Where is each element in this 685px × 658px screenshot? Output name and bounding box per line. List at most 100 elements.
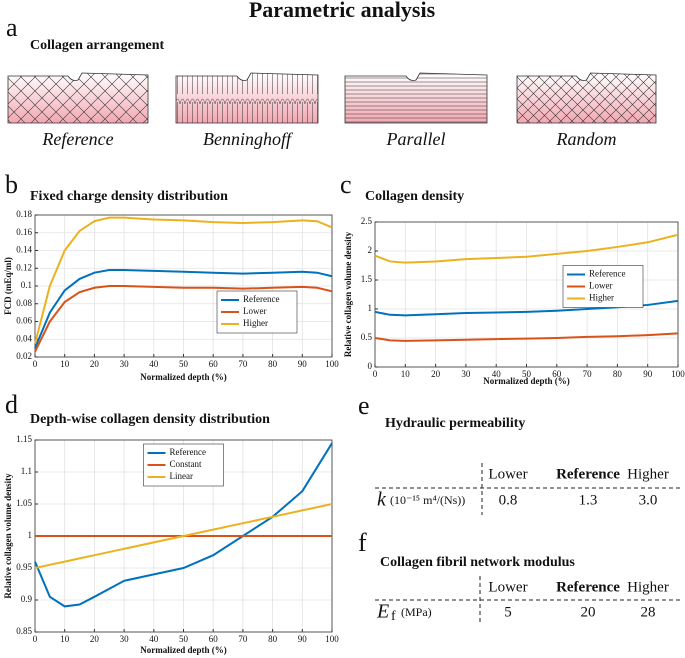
panel-letter: f xyxy=(358,528,367,557)
figure-title: Parametric analysis xyxy=(249,0,436,22)
panel-letter: d xyxy=(5,390,18,419)
legend-label: Higher xyxy=(589,293,614,303)
table-cell: 3.0 xyxy=(639,492,658,508)
x-tick-label: 50 xyxy=(522,369,532,379)
y-tick-label: 1 xyxy=(368,303,373,313)
x-tick-label: 100 xyxy=(325,359,339,369)
x-tick-label: 90 xyxy=(298,359,308,369)
x-tick-label: 100 xyxy=(325,634,339,644)
x-tick-label: 80 xyxy=(268,359,278,369)
diagram-pattern xyxy=(344,72,488,124)
x-tick-label: 40 xyxy=(149,359,159,369)
line-series xyxy=(34,269,333,349)
y-axis-label: FCD (mEq/ml) xyxy=(3,257,13,315)
x-tick-label: 100 xyxy=(671,369,685,379)
x-tick-label: 20 xyxy=(90,634,100,644)
y-tick-label: 0.08 xyxy=(16,298,32,308)
x-tick-label: 50 xyxy=(179,634,189,644)
chart-title: Fixed charge density distribution xyxy=(30,189,228,204)
legend-label: Linear xyxy=(170,471,193,481)
x-tick-label: 30 xyxy=(120,359,130,369)
x-tick-label: 70 xyxy=(238,359,248,369)
x-tick-label: 90 xyxy=(643,369,653,379)
panel-letter: e xyxy=(358,391,370,420)
x-tick-label: 30 xyxy=(120,634,130,644)
diagram-label: Reference xyxy=(41,129,113,149)
legend-label: Constant xyxy=(170,459,203,469)
x-tick-label: 80 xyxy=(613,369,623,379)
row-subscript: f xyxy=(391,609,396,624)
table-header: Higher xyxy=(627,579,669,595)
x-tick-label: 70 xyxy=(238,634,248,644)
diagram-label: Parallel xyxy=(386,129,446,149)
y-tick-label: 0.9 xyxy=(21,594,33,604)
y-tick-label: 0.95 xyxy=(16,562,32,572)
x-tick-label: 40 xyxy=(149,634,159,644)
chart-title: Collagen density xyxy=(365,189,464,204)
line-series xyxy=(34,285,333,353)
y-tick-label: 1.1 xyxy=(21,466,32,476)
x-tick-label: 70 xyxy=(583,369,593,379)
y-tick-label: 0.16 xyxy=(16,227,32,237)
x-axis-label: Normalized depth (%) xyxy=(483,376,570,386)
y-tick-label: 1.15 xyxy=(16,434,32,444)
y-tick-label: 0.14 xyxy=(16,245,32,255)
y-tick-label: 0 xyxy=(368,361,373,371)
panel-letter: c xyxy=(340,170,352,199)
y-tick-label: 1.05 xyxy=(16,498,32,508)
row-symbol: E xyxy=(376,601,389,623)
y-tick-label: 1.5 xyxy=(361,274,373,284)
table-header: Reference xyxy=(556,466,620,482)
y-tick-label: 0.02 xyxy=(16,351,32,361)
chart-title: Depth-wise collagen density distribution xyxy=(30,412,270,427)
legend-label: Higher xyxy=(243,318,268,328)
y-axis-label: Relative collagen volume density xyxy=(3,473,13,599)
y-tick-label: 0.18 xyxy=(16,209,32,219)
diagram-label: Random xyxy=(556,129,617,149)
y-axis-label: Relative collagen volume density xyxy=(343,231,353,357)
panel-letter: b xyxy=(5,170,18,199)
panel-title: Collagen arrangement xyxy=(30,38,164,53)
table-cell: 20 xyxy=(581,604,596,620)
x-tick-label: 30 xyxy=(461,369,471,379)
y-tick-label: 2.5 xyxy=(361,216,373,226)
diagram-pattern xyxy=(175,72,319,124)
diagrams: Reference Benninghoff Parallel Random xyxy=(7,72,657,149)
line-series xyxy=(34,216,333,344)
table-cell: 0.8 xyxy=(499,492,518,508)
table-cell: 28 xyxy=(641,604,656,620)
table-cell: 1.3 xyxy=(579,492,598,508)
x-tick-label: 10 xyxy=(401,369,411,379)
y-tick-label: 0.85 xyxy=(16,626,32,636)
row-unit: (MPa) xyxy=(401,605,432,619)
x-tick-label: 40 xyxy=(492,369,502,379)
line-series xyxy=(34,503,333,569)
plot-frame xyxy=(34,214,333,358)
table-title: Hydraulic permeability xyxy=(385,416,525,431)
row-symbol: k xyxy=(377,489,387,511)
table-title: Collagen fibril network modulus xyxy=(380,555,575,570)
table-cell: 5 xyxy=(504,604,512,620)
row-unit: (10⁻¹⁵ m⁴/(Ns)) xyxy=(390,493,465,507)
legend-label: Lower xyxy=(589,281,613,291)
x-tick-label: 0 xyxy=(33,359,38,369)
x-axis-label: Normalized depth (%) xyxy=(140,372,227,382)
x-tick-label: 20 xyxy=(90,359,100,369)
line-series xyxy=(374,332,679,342)
legend-label: Lower xyxy=(243,306,267,316)
line-series xyxy=(374,233,679,264)
y-tick-label: 0.06 xyxy=(16,316,32,326)
table-header: Reference xyxy=(556,579,620,595)
table-header: Lower xyxy=(488,466,527,482)
table-header: Lower xyxy=(488,579,527,595)
x-tick-label: 80 xyxy=(268,634,278,644)
x-tick-label: 20 xyxy=(431,369,441,379)
diagram-pattern xyxy=(516,72,657,124)
table-header: Higher xyxy=(627,466,669,482)
legend-label: Reference xyxy=(589,269,625,279)
x-tick-label: 0 xyxy=(373,369,378,379)
x-tick-label: 10 xyxy=(60,359,70,369)
diagram-pattern xyxy=(7,72,149,124)
y-tick-label: 0.5 xyxy=(361,332,373,342)
y-tick-label: 0.12 xyxy=(16,262,32,272)
